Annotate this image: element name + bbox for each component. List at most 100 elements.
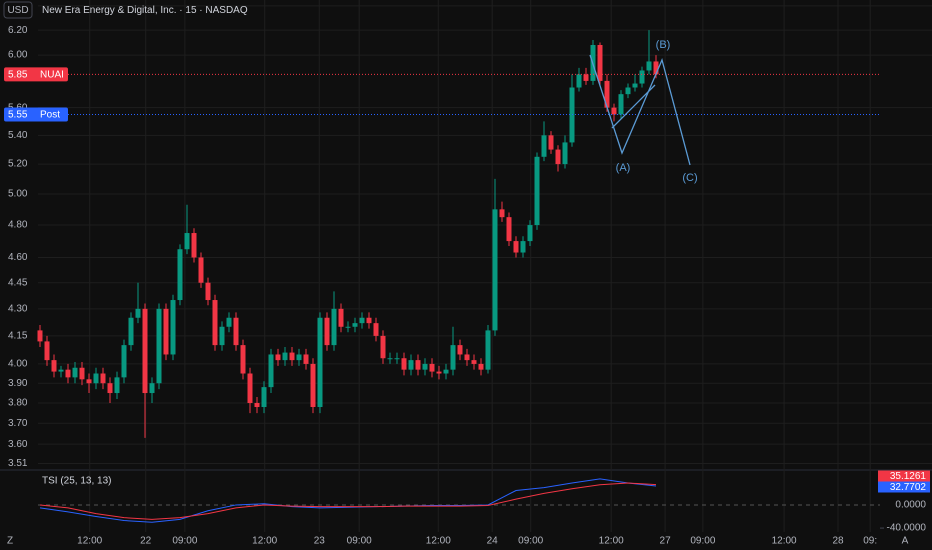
chart-title: New Era Energy & Digital, Inc. · 15 · NA… (42, 5, 248, 16)
price-label: 5.55 (8, 110, 28, 121)
candle-body (345, 326, 351, 328)
candle-body (170, 300, 176, 355)
candle-body (191, 233, 197, 258)
candle-body (219, 326, 225, 346)
candle-body (513, 241, 519, 253)
candle-body (415, 360, 421, 370)
y-tick-label: 4.60 (8, 252, 28, 263)
candle-body (625, 87, 631, 95)
y-tick-label: 5.00 (8, 189, 28, 200)
candle-body (506, 217, 512, 242)
candle-body (282, 352, 288, 361)
x-tick-label: 09:00 (172, 536, 197, 547)
candle-body (492, 209, 498, 331)
candle-body (485, 330, 491, 370)
candle-body (296, 354, 302, 361)
candle-body (478, 363, 484, 370)
candle-body (163, 308, 169, 355)
y-tick-label: 5.20 (8, 159, 28, 170)
candle-body (366, 317, 372, 324)
x-tick-label: 09: (863, 536, 877, 547)
candle-body (72, 367, 78, 378)
candle-body (65, 369, 71, 378)
candle-body (331, 308, 337, 346)
price-label-box (4, 67, 68, 82)
candle-body (247, 373, 253, 403)
y-tick-label: 4.45 (8, 277, 28, 288)
x-tick-label: 09:00 (690, 536, 715, 547)
currency[interactable]: USD (7, 5, 28, 16)
candle-body (275, 354, 281, 361)
candle-body (534, 156, 540, 226)
button[interactable]: A (902, 536, 909, 547)
candle-body (303, 354, 309, 364)
candle-body (107, 383, 113, 394)
candle-body (37, 330, 43, 342)
candle-body (261, 387, 267, 408)
last-value-box (878, 481, 930, 493)
x-tick-label: 12:00 (772, 536, 797, 547)
x-tick-label: 28 (832, 536, 844, 547)
y-tick-label: -40.0000 (887, 523, 927, 534)
currency-box[interactable] (3, 1, 33, 19)
candle-body (562, 142, 568, 165)
wave-label: (B) (656, 39, 671, 51)
candle-body (520, 241, 526, 253)
candle-body (149, 383, 155, 394)
x-tick-label: 22 (140, 536, 152, 547)
candle-body (268, 354, 274, 388)
x-tick-label: 27 (660, 536, 672, 547)
candle-body (338, 308, 344, 327)
candle-body (184, 233, 190, 250)
tsi-line (39, 478, 657, 523)
candle-body (555, 149, 561, 165)
wave-line (611, 84, 656, 129)
candle-body (205, 282, 211, 301)
candle-body (422, 363, 428, 370)
button[interactable]: Z (7, 536, 13, 547)
candle-body (436, 371, 442, 374)
candle-body (135, 308, 141, 318)
y-tick-label: 3.51 (8, 458, 28, 469)
candle-body (653, 61, 659, 75)
wave-line (589, 54, 691, 166)
candle-body (611, 107, 617, 115)
x-tick-label: 09:00 (518, 536, 543, 547)
candle-body (51, 360, 57, 372)
candle-body (639, 70, 645, 84)
candle-body (212, 300, 218, 346)
candle-body (450, 345, 456, 370)
price-label: 5.85 (8, 70, 28, 81)
price-label-box (4, 107, 68, 122)
x-tick-label: 12:00 (599, 536, 624, 547)
last-value: 35.1261 (890, 471, 927, 482)
tsi-line (39, 482, 657, 520)
candle-body (359, 317, 365, 324)
candle-body (310, 363, 316, 408)
candle-body (79, 367, 85, 380)
x-tick-label: 12:00 (426, 536, 451, 547)
candle-body (177, 249, 183, 301)
candle-body (380, 335, 386, 359)
candle-body (44, 341, 50, 361)
y-tick-label: 4.30 (8, 303, 28, 314)
candle-body (324, 317, 330, 346)
candle-body (471, 360, 477, 364)
candle-body (618, 94, 624, 115)
candle-body (632, 83, 638, 88)
x-tick-label: 12:00 (252, 536, 277, 547)
candle-body (373, 323, 379, 336)
price-label-name: Post (40, 110, 60, 121)
y-tick-label: 6.00 (8, 50, 28, 61)
candle-body (464, 354, 470, 361)
grid (38, 0, 932, 532)
candle-body (646, 61, 652, 71)
y-tick-label: 3.70 (8, 418, 28, 429)
y-tick-label: 4.15 (8, 331, 28, 342)
candle-body (198, 257, 204, 283)
candle-body (142, 308, 148, 394)
candle-body (128, 317, 134, 346)
candle-body (156, 308, 162, 384)
